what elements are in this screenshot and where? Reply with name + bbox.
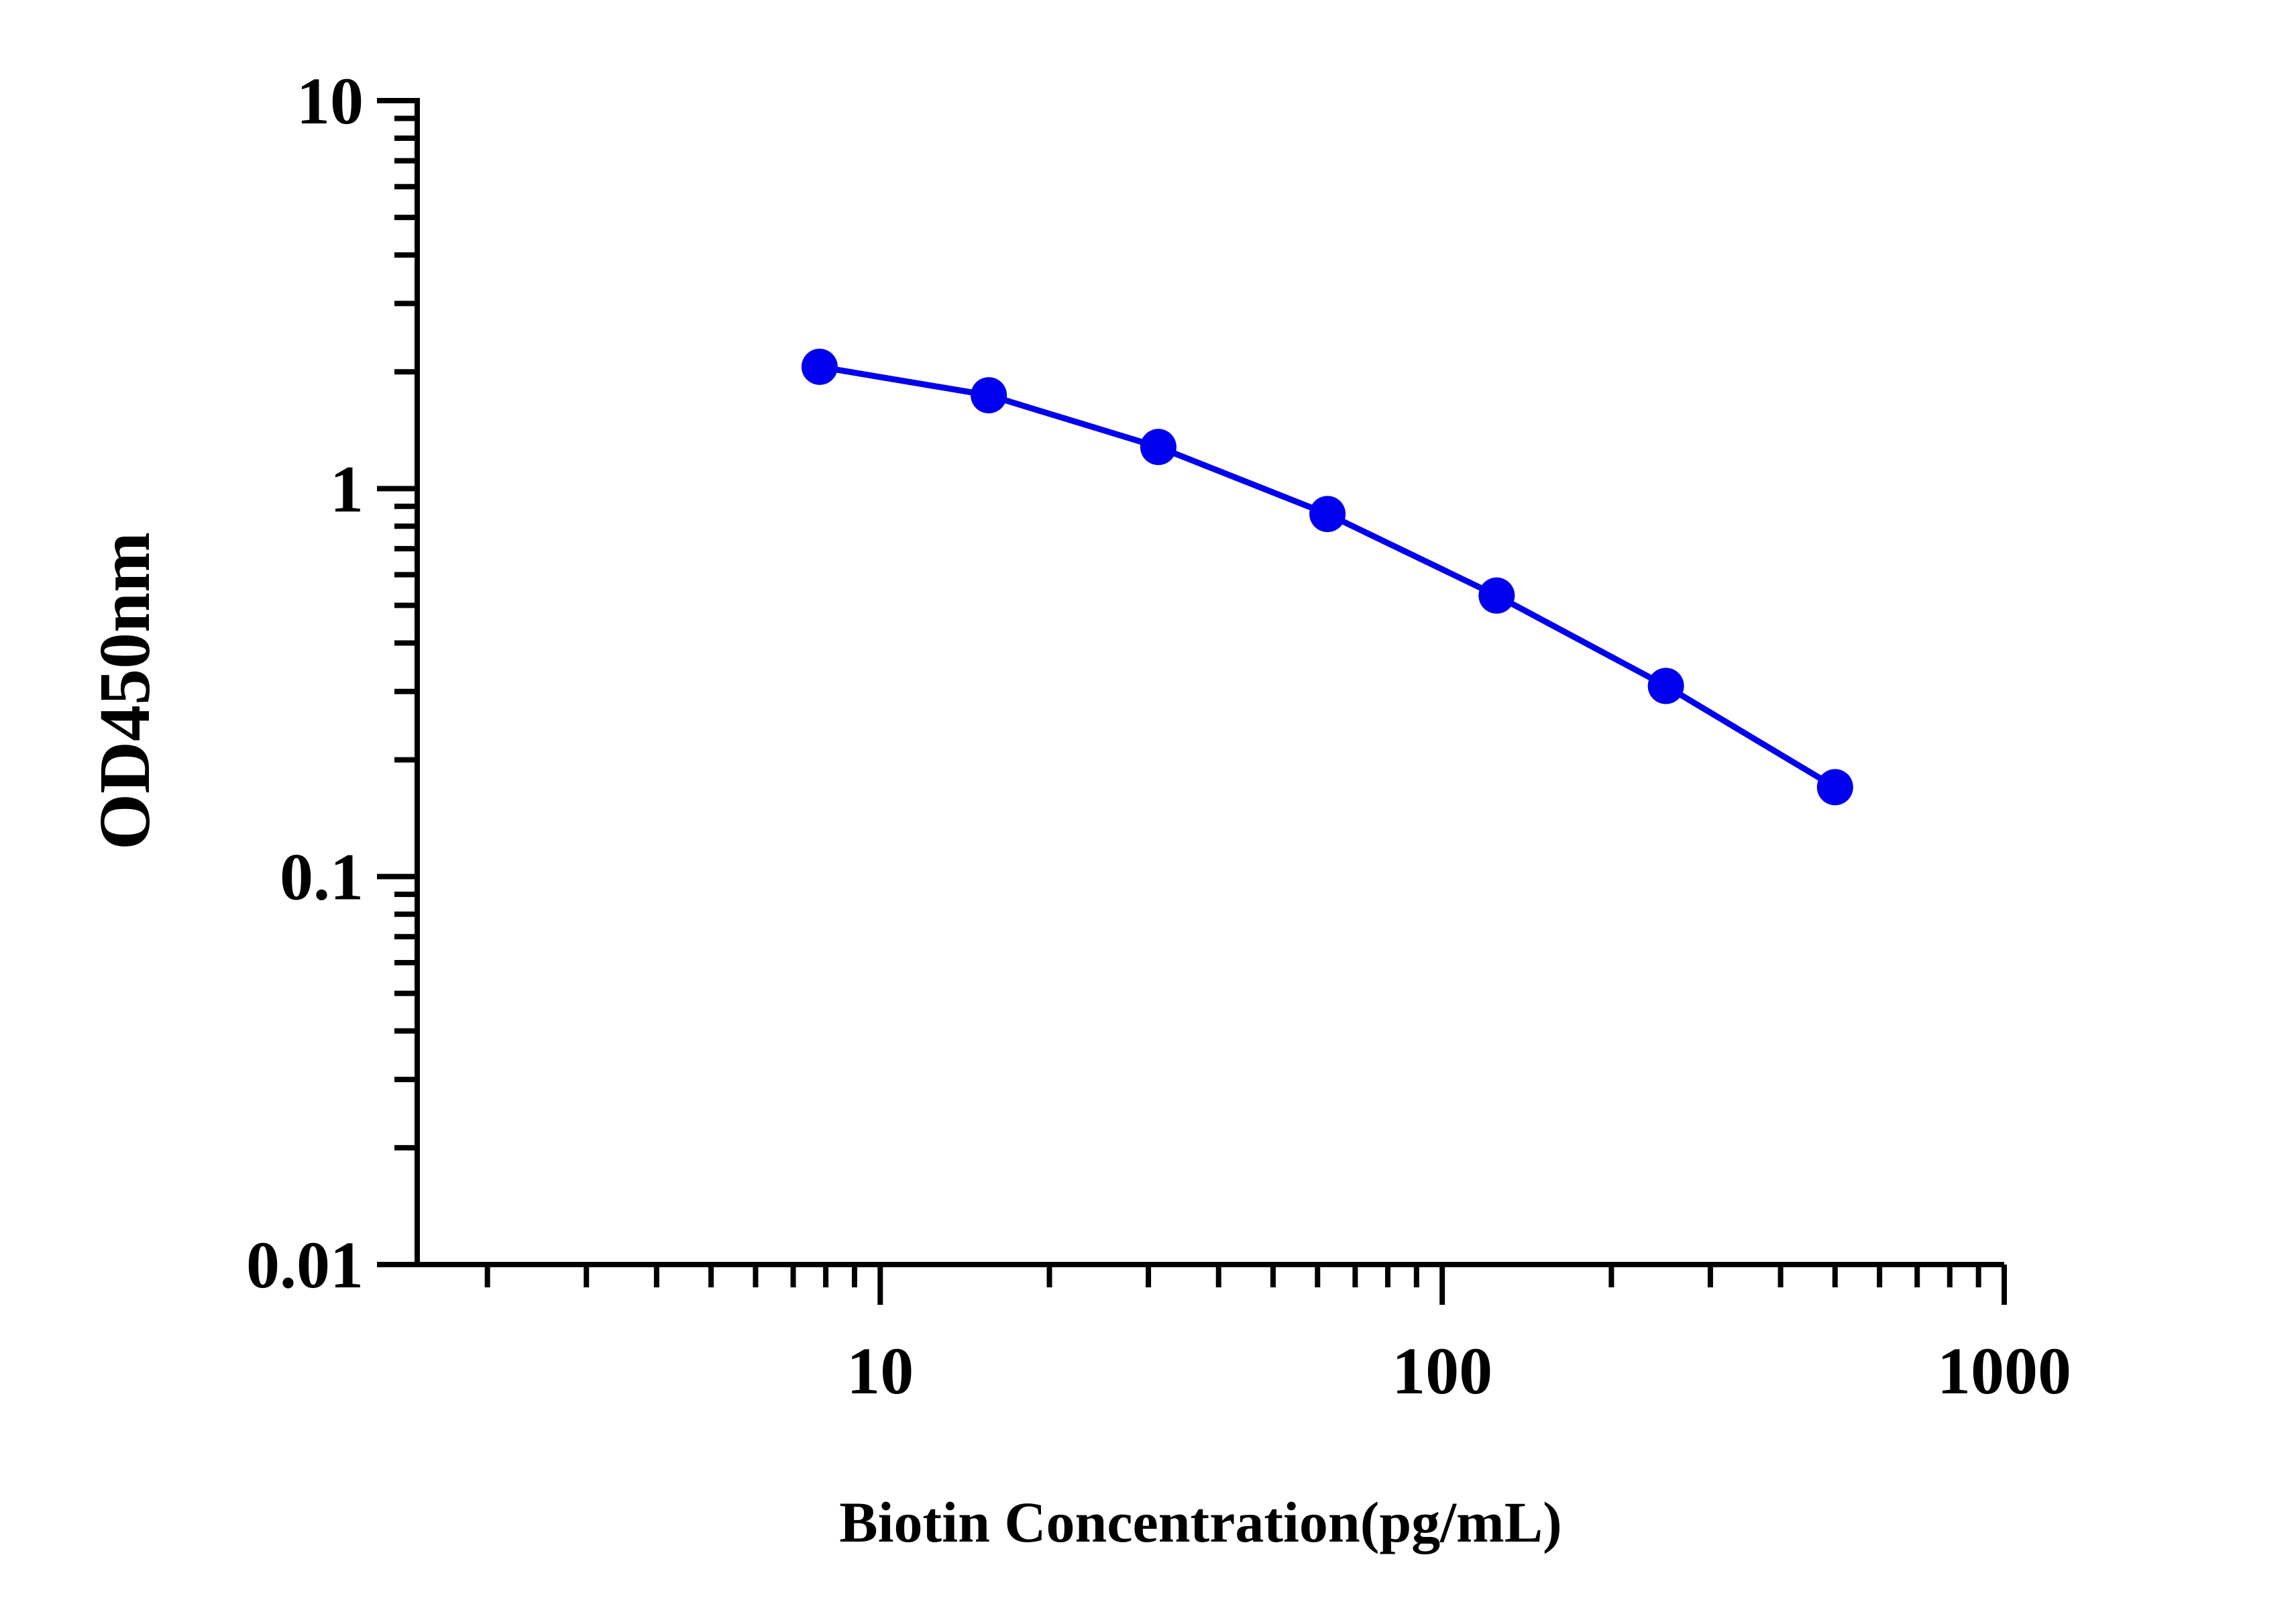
series-line [819,364,1837,790]
x-tick-label: 100 [1392,1334,1492,1408]
y-tick-labels: 10 1 0.1 0.01 [246,64,364,1302]
y-tick-label: 0.01 [246,1228,364,1302]
data-point [971,377,1007,414]
data-point [1647,667,1684,704]
y-tick-label: 1 [330,451,364,526]
data-point [1140,429,1177,466]
data-point [801,348,838,385]
x-tick-labels: 10 100 1000 [846,1334,2071,1408]
x-tick-label: 10 [846,1334,914,1408]
data-point [1816,769,1853,806]
y-tick-label: 0.1 [280,840,364,914]
x-axis-title: Biotin Concentration(pg/mL) [839,1490,1562,1554]
axes [377,98,2007,1305]
y-axis-title: OD450nm [85,532,165,850]
series-layer [801,348,1853,806]
x-tick-label: 1000 [1937,1334,2071,1408]
data-point [1309,496,1346,533]
data-point [1478,577,1515,614]
y-tick-label: 10 [296,64,364,138]
